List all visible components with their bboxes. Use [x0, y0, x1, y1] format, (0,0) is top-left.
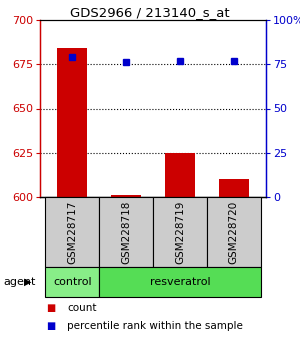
Text: ■: ■: [46, 303, 55, 313]
Bar: [58, 48, 87, 197]
Text: resveratrol: resveratrol: [150, 277, 210, 287]
Text: GSM228718: GSM228718: [121, 200, 131, 264]
Bar: [153, 197, 207, 267]
Text: agent: agent: [3, 277, 35, 287]
Text: GSM228720: GSM228720: [229, 200, 239, 264]
Bar: [219, 179, 248, 197]
Text: control: control: [53, 277, 92, 287]
Bar: [111, 195, 141, 197]
Bar: [207, 197, 261, 267]
Bar: [99, 197, 153, 267]
Bar: [99, 267, 261, 297]
Text: count: count: [67, 303, 97, 313]
Bar: [45, 197, 99, 267]
Text: ■: ■: [46, 321, 55, 331]
Text: GDS2966 / 213140_s_at: GDS2966 / 213140_s_at: [70, 6, 230, 19]
Text: GSM228717: GSM228717: [67, 200, 77, 264]
Text: percentile rank within the sample: percentile rank within the sample: [67, 321, 243, 331]
Bar: [45, 267, 99, 297]
Bar: [165, 153, 195, 197]
Text: ▶: ▶: [23, 277, 31, 287]
Text: GSM228719: GSM228719: [175, 200, 185, 264]
